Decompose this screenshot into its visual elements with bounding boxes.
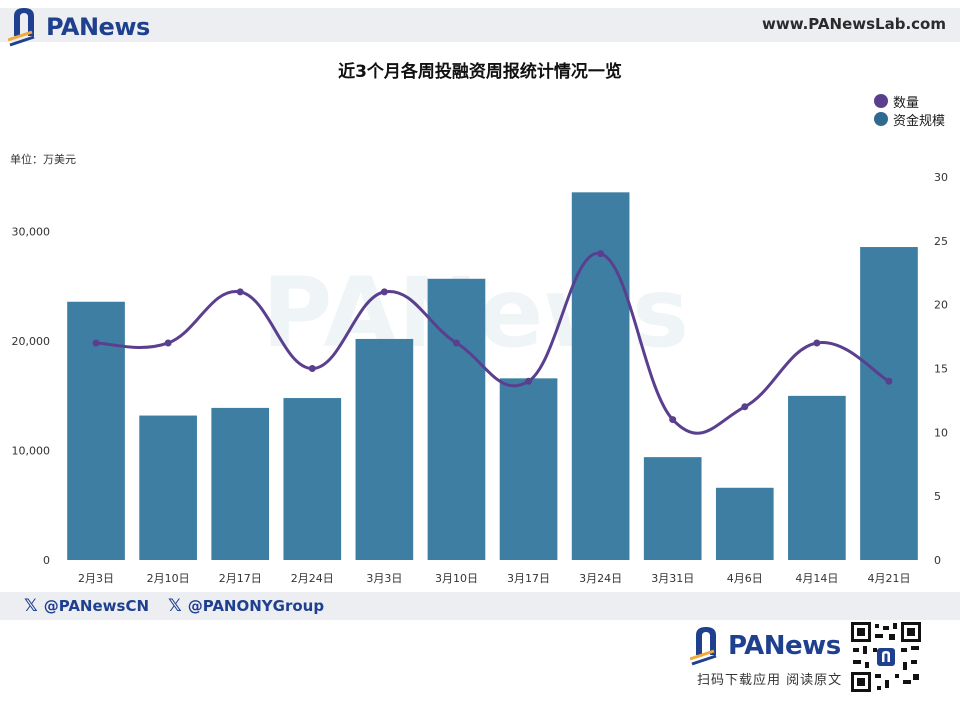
count-point-0[interactable] [92, 339, 100, 347]
brand-name: PANews [46, 13, 150, 41]
count-point-5[interactable] [452, 339, 460, 347]
bar-10[interactable] [788, 395, 846, 560]
chart-title: 近3个月各周投融资周报统计情况一览 [338, 62, 622, 82]
right-tick-label: 5 [934, 490, 941, 503]
unit-label: 单位：万美元 [10, 153, 76, 166]
download-cta[interactable]: 扫码下载应用 阅读原文 [697, 673, 843, 688]
panews-logo-icon [8, 8, 35, 47]
bar-1[interactable] [139, 415, 197, 560]
x-tick-label: 3月17日 [507, 572, 550, 585]
x-tick-label: 3月3日 [366, 572, 402, 585]
footer-logo[interactable]: PANews [690, 625, 841, 667]
count-point-8[interactable] [669, 416, 677, 424]
site-url[interactable]: www.PANewsLab.com [762, 15, 946, 33]
social-handle-group-label: @PANONYGroup [187, 597, 325, 615]
left-tick-label: 0 [43, 554, 50, 567]
x-tick-label: 2月24日 [291, 572, 334, 585]
right-tick-label: 20 [934, 299, 948, 312]
count-point-1[interactable] [164, 339, 172, 347]
left-tick-label: 20,000 [12, 335, 51, 348]
x-tick-label: 3月24日 [579, 572, 622, 585]
bar-7[interactable] [571, 192, 630, 560]
bar-5[interactable] [427, 278, 486, 560]
right-tick-label: 0 [934, 554, 941, 567]
count-point-9[interactable] [741, 403, 749, 411]
panews-logo-icon [690, 627, 717, 666]
right-tick-label: 10 [934, 426, 948, 439]
x-icon: 𝕏 [24, 596, 38, 616]
social-handle-cn[interactable]: 𝕏 @PANewsCN [24, 596, 149, 616]
x-tick-label: 4月21日 [867, 572, 910, 585]
social-handle-cn-label: @PANewsCN [43, 597, 150, 615]
footer-bar [0, 592, 960, 620]
x-icon: 𝕏 [168, 596, 182, 616]
bar-4[interactable] [355, 338, 414, 560]
left-tick-label: 10,000 [12, 445, 51, 458]
bar-2[interactable] [211, 407, 270, 560]
count-point-10[interactable] [813, 339, 821, 347]
x-tick-label: 4月14日 [795, 572, 838, 585]
count-point-11[interactable] [885, 377, 893, 385]
legend: 数量 资金规模 [874, 92, 946, 129]
x-tick-label: 3月31日 [651, 572, 694, 585]
left-tick-label: 30,000 [12, 226, 51, 239]
header-logo[interactable]: PANews [8, 6, 150, 48]
qr-code-icon[interactable] [849, 620, 923, 694]
bar-9[interactable] [715, 487, 774, 560]
right-tick-label: 25 [934, 235, 948, 248]
bar-3[interactable] [283, 398, 342, 560]
header-bar [0, 8, 960, 42]
count-point-2[interactable] [236, 288, 244, 296]
bar-8[interactable] [643, 457, 702, 560]
count-point-3[interactable] [308, 365, 316, 372]
right-tick-label: 30 [934, 171, 948, 184]
legend-item-count: 数量 [874, 92, 945, 111]
x-tick-label: 2月3日 [78, 572, 114, 585]
bar-11[interactable] [860, 247, 918, 560]
legend-dot-amount [874, 112, 888, 126]
bar-6[interactable] [499, 378, 558, 560]
legend-label-amount: 资金规模 [893, 113, 946, 129]
x-tick-label: 2月17日 [219, 572, 262, 585]
social-handle-group[interactable]: 𝕏 @PANONYGroup [168, 596, 324, 616]
footer-brand-name: PANews [728, 631, 841, 661]
right-tick-label: 15 [934, 363, 948, 376]
x-tick-label: 4月6日 [727, 572, 763, 585]
legend-item-amount: 资金规模 [874, 110, 946, 129]
count-point-7[interactable] [597, 250, 605, 258]
x-tick-label: 3月10日 [435, 572, 478, 585]
count-point-6[interactable] [525, 377, 533, 385]
legend-dot-count [874, 94, 888, 108]
x-tick-label: 2月10日 [147, 572, 190, 585]
count-point-4[interactable] [380, 288, 388, 296]
legend-label-count: 数量 [893, 95, 920, 111]
